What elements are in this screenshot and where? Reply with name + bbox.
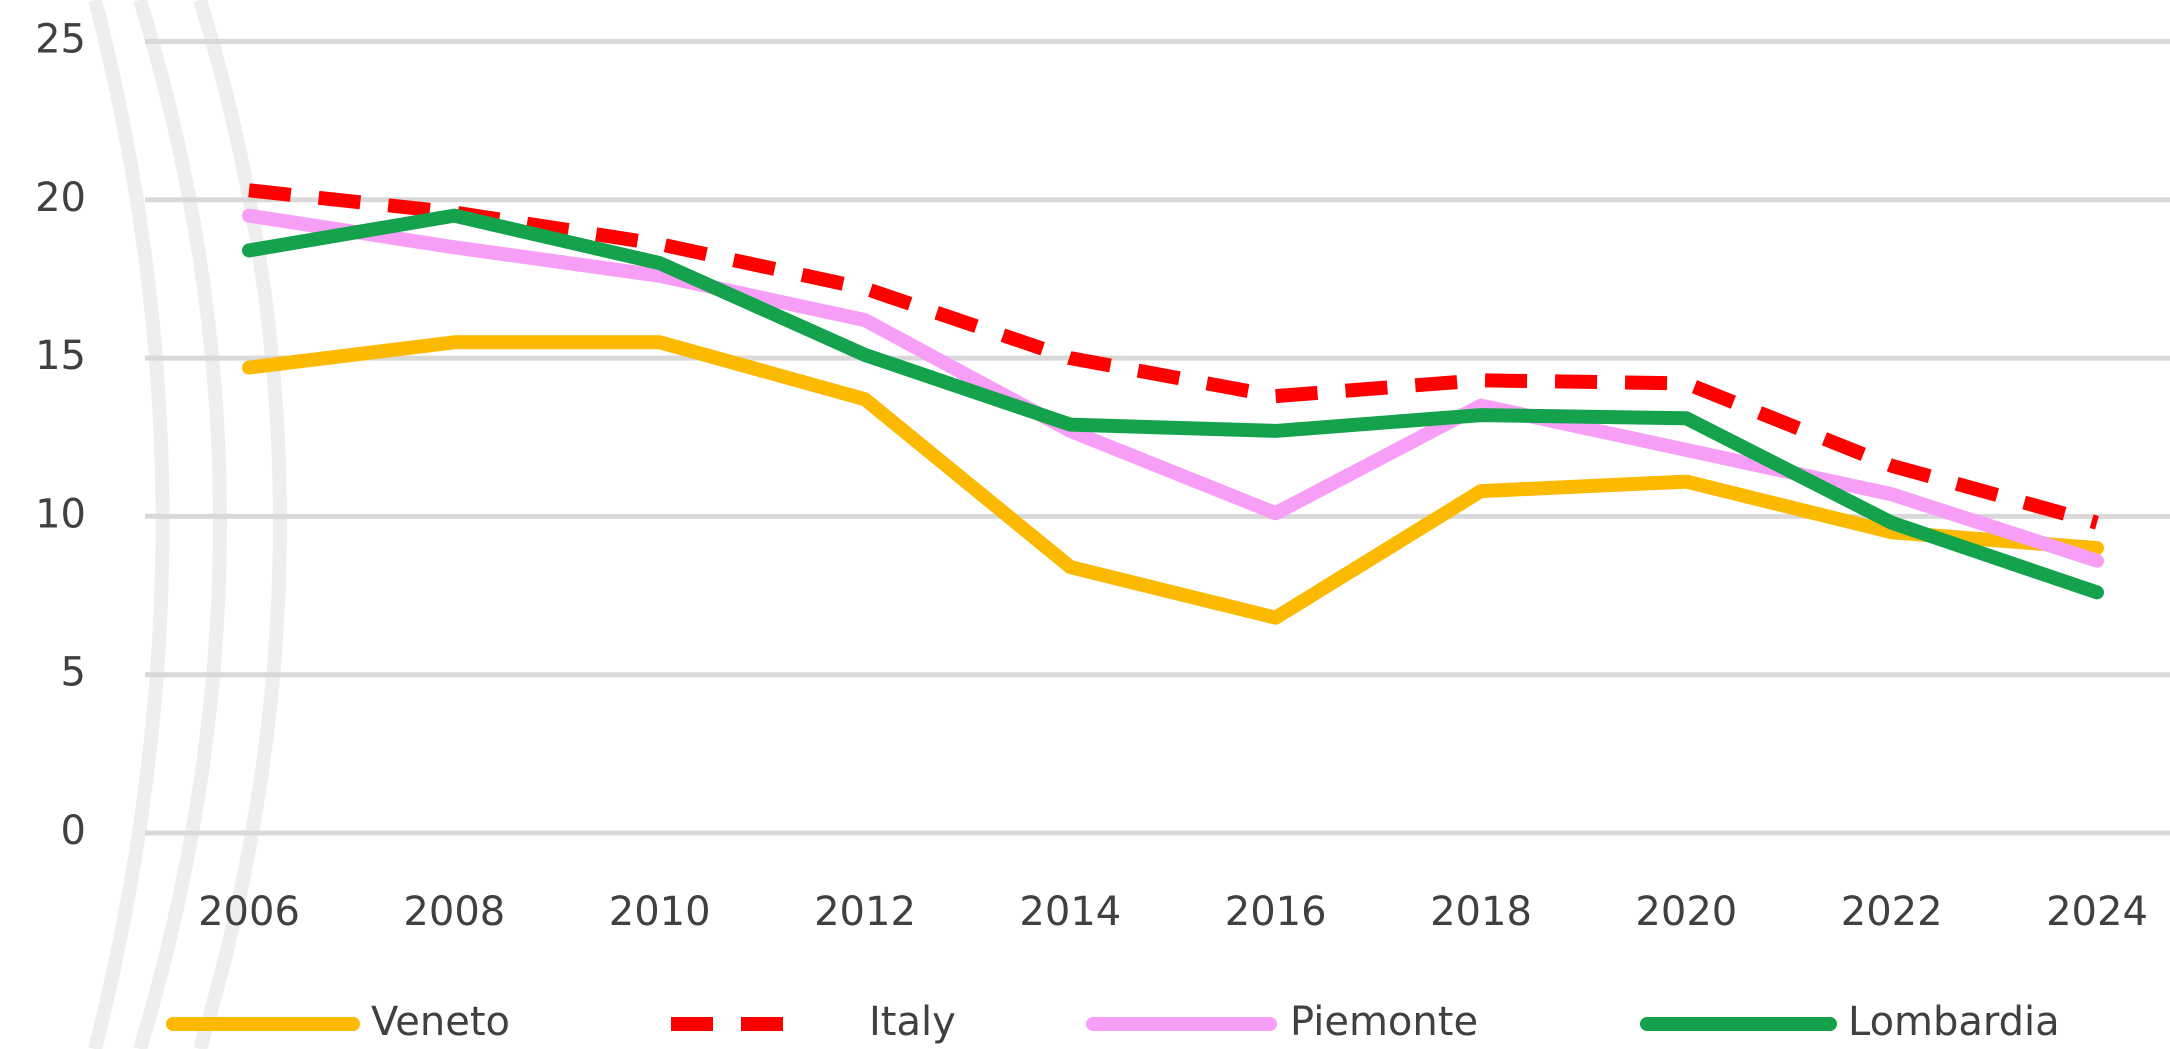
y-tick-label: 0 xyxy=(61,808,86,854)
legend-label: Italy xyxy=(869,999,956,1045)
y-tick-label: 25 xyxy=(35,17,86,63)
y-tick-label: 20 xyxy=(35,175,86,221)
series-line xyxy=(242,335,2104,625)
x-tick-label: 2008 xyxy=(403,889,505,935)
watermark xyxy=(88,0,287,1049)
legend-label: Piemonte xyxy=(1290,999,1478,1045)
y-tick-label: 15 xyxy=(35,333,86,379)
series-line xyxy=(242,208,2104,600)
x-tick-label: 2020 xyxy=(1635,889,1737,935)
x-tick-label: 2006 xyxy=(198,889,300,935)
x-tick-label: 2016 xyxy=(1225,889,1327,935)
x-tick-label: 2012 xyxy=(814,889,916,935)
y-tick-label: 10 xyxy=(35,491,86,537)
y-tick-label: 5 xyxy=(61,650,86,696)
x-tick-label: 2010 xyxy=(609,889,711,935)
x-tick-label: 2022 xyxy=(1841,889,1943,935)
x-tick-label: 2024 xyxy=(2046,889,2148,935)
x-tick-label: 2014 xyxy=(1019,889,1121,935)
series-line xyxy=(248,183,2099,530)
legend-label: Lombardia xyxy=(1848,999,2060,1045)
legend-label: Veneto xyxy=(371,999,510,1045)
x-tick-label: 2018 xyxy=(1430,889,1532,935)
